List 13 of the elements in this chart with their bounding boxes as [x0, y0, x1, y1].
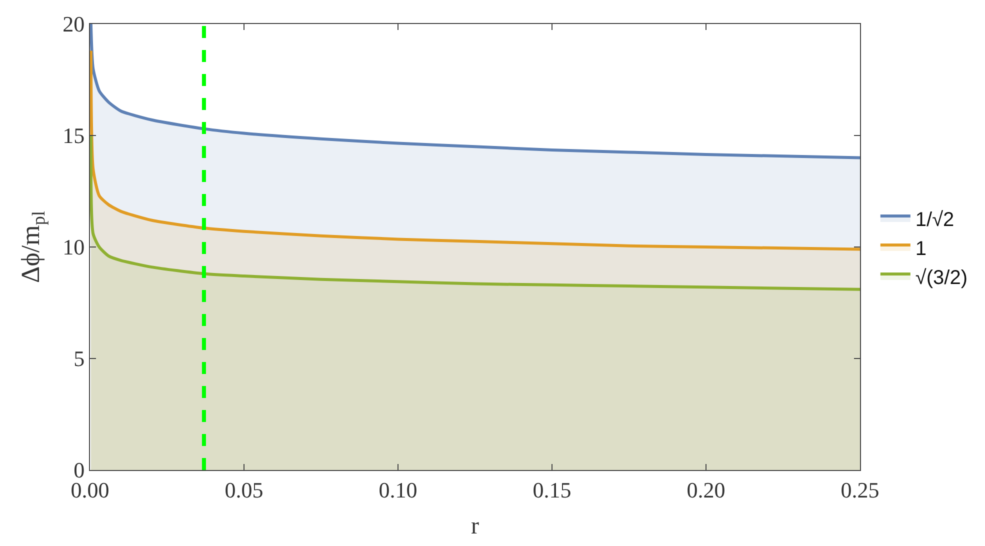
x-axis-title: r: [471, 514, 479, 540]
x-tick-label: 0.10: [378, 477, 418, 502]
y-tick-label: 20: [62, 12, 85, 37]
x-tick-label: 0.20: [686, 477, 726, 502]
x-tick-label: 0.25: [840, 477, 880, 502]
x-tick-label: 0.05: [224, 477, 264, 502]
legend-label: √(3/2): [915, 266, 968, 289]
y-tick-label: 15: [62, 123, 85, 148]
legend-label: 1: [915, 238, 927, 260]
y-tick-label: 5: [74, 346, 85, 372]
y-tick-label: 10: [62, 234, 85, 260]
x-tick-label: 0.15: [532, 477, 572, 502]
legend-label: 1/√2: [915, 208, 954, 231]
